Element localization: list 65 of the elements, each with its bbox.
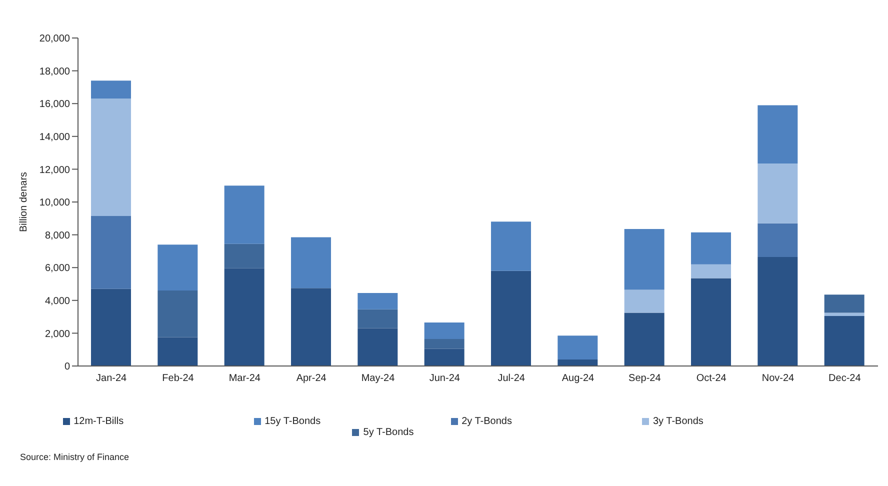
- bar: [91, 216, 131, 289]
- bar: [624, 290, 664, 313]
- bar: [358, 309, 398, 328]
- bar: [824, 312, 864, 316]
- bar: [624, 229, 664, 290]
- x-tick-label: Jul-24: [498, 373, 526, 384]
- bar: [91, 80, 131, 99]
- bar: [158, 290, 198, 338]
- y-tick-label: 18,000: [39, 66, 70, 78]
- legend-label: 5y T-Bonds: [363, 427, 414, 438]
- legend-label: 12m-T-Bills: [74, 416, 124, 427]
- x-tick-label: Jun-24: [429, 373, 460, 384]
- y-tick-label: 14,000: [39, 132, 70, 143]
- bar: [491, 270, 531, 366]
- bar: [691, 232, 731, 264]
- legend-label: 15y T-Bonds: [264, 416, 321, 427]
- bar: [424, 348, 464, 366]
- bar: [424, 322, 464, 339]
- bar: [758, 256, 798, 366]
- x-tick-label: Nov-24: [762, 373, 795, 384]
- bar: [824, 316, 864, 366]
- y-tick-label: 20,000: [39, 34, 70, 45]
- x-tick-label: Feb-24: [162, 373, 194, 384]
- y-tick-label: 6,000: [44, 263, 70, 274]
- x-tick-label: Mar-24: [228, 373, 261, 384]
- x-tick-label: May-24: [361, 373, 396, 384]
- source-note: Source: Ministry of Finance: [20, 452, 130, 462]
- y-tick-label: 2,000: [44, 328, 70, 340]
- bar: [91, 288, 131, 366]
- bar: [758, 223, 798, 257]
- x-tick-label: Aug-24: [562, 373, 595, 384]
- bar: [224, 268, 264, 366]
- y-tick-label: 4,000: [44, 296, 70, 307]
- bar: [558, 336, 598, 360]
- bar: [358, 293, 398, 310]
- bar: [758, 163, 798, 224]
- y-tick-label: 8,000: [44, 230, 70, 242]
- bar: [558, 359, 598, 366]
- bar: [624, 312, 664, 366]
- bar: [824, 294, 864, 313]
- x-tick-label: Oct-24: [696, 373, 727, 384]
- bar: [358, 328, 398, 366]
- bar: [691, 264, 731, 278]
- x-tick-label: Jan-24: [96, 373, 128, 384]
- x-tick-label: Apr-24: [296, 373, 327, 384]
- bar: [91, 98, 131, 216]
- bar: [291, 288, 331, 366]
- bar: [224, 244, 264, 268]
- bar: [291, 237, 331, 288]
- bar: [491, 222, 531, 271]
- bar: [158, 337, 198, 366]
- bar: [691, 278, 731, 366]
- bar: [424, 338, 464, 349]
- x-tick-label: Sep-24: [628, 373, 662, 384]
- y-tick-label: 12,000: [39, 164, 70, 176]
- bar: [158, 244, 198, 291]
- bar: [224, 186, 264, 244]
- bar: [758, 105, 798, 164]
- legend-label: 2y T-Bonds: [462, 416, 512, 427]
- y-tick-label: 10,000: [39, 198, 70, 209]
- y-tick-label: 0: [64, 362, 70, 373]
- x-tick-label: Dec-24: [828, 373, 862, 384]
- y-tick-label: 16,000: [39, 99, 70, 110]
- y-axis-title: Billion denars: [18, 172, 30, 232]
- legend-label: 3y T-Bonds: [652, 416, 704, 427]
